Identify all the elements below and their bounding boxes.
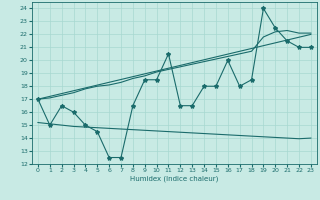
X-axis label: Humidex (Indice chaleur): Humidex (Indice chaleur) — [130, 175, 219, 182]
